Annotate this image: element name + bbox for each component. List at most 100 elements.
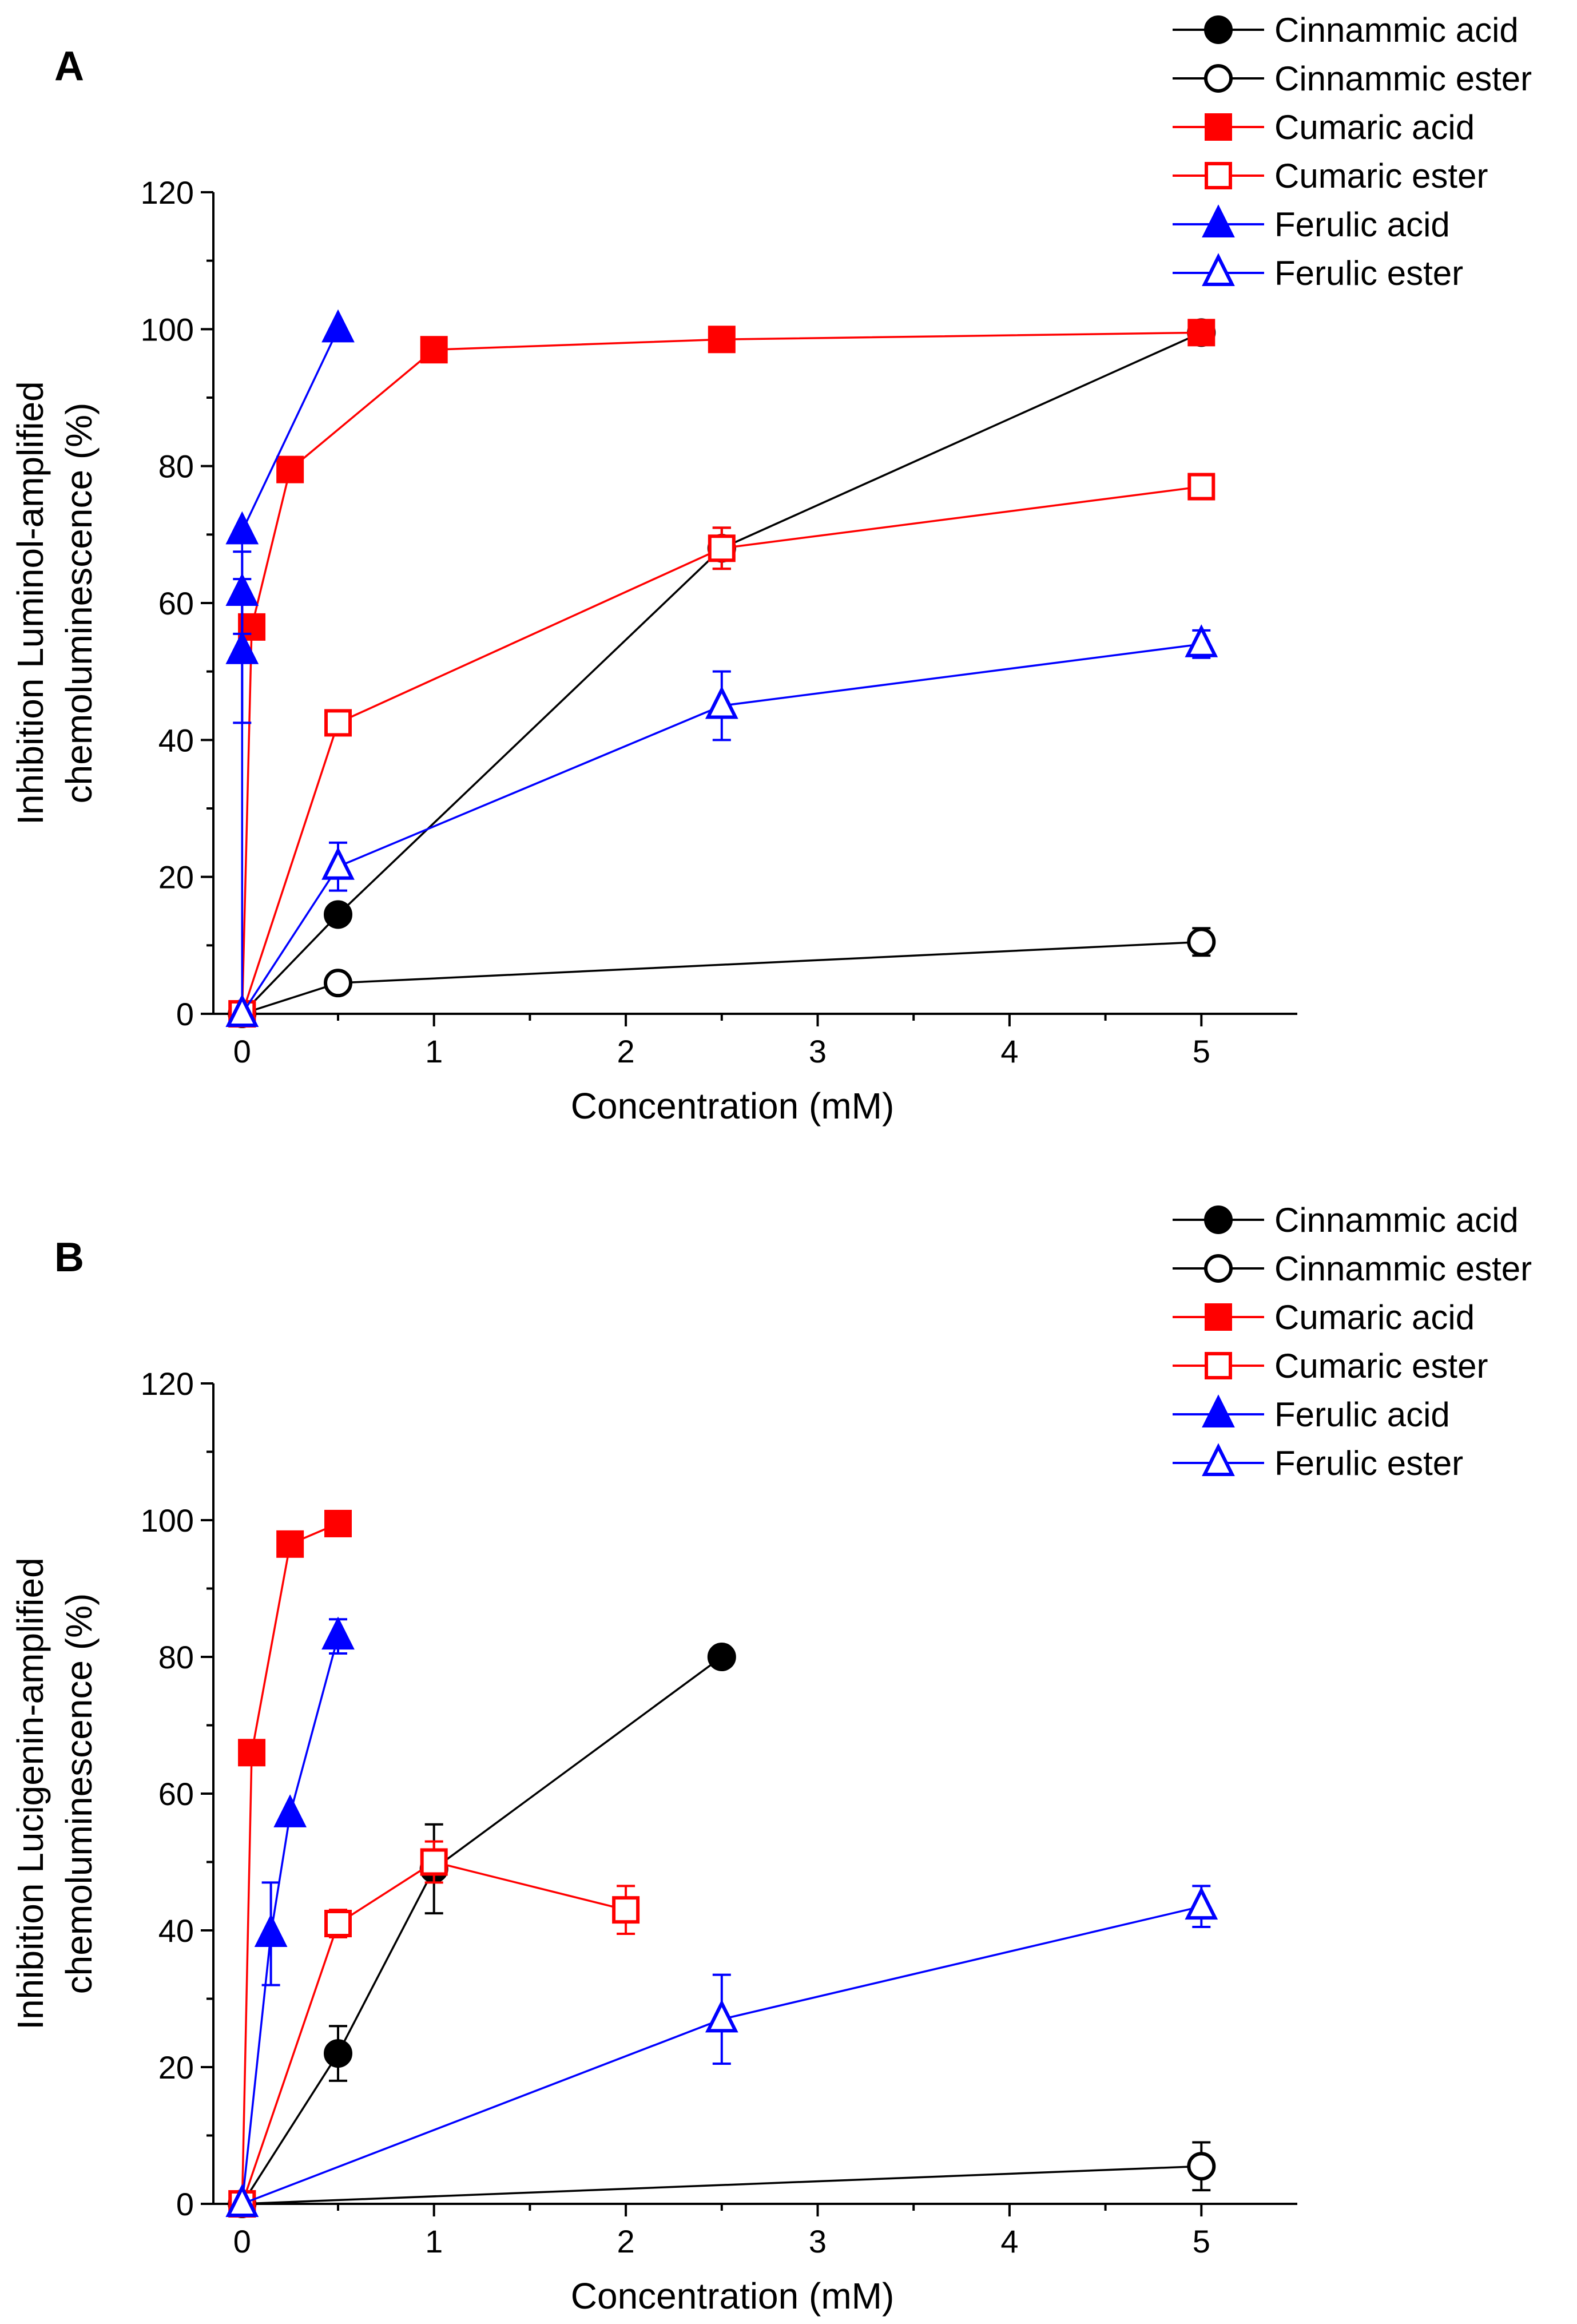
- x-axis-title: Concentration (mM): [571, 2275, 895, 2317]
- series-line: [241, 1656, 722, 2204]
- panel-b: B 0 20 40 60 80 100 120 0 1 2 3 4 5 Concentration (mM)…: [10, 1201, 1532, 2317]
- data-point: [1185, 624, 1218, 657]
- data-point: [225, 511, 259, 545]
- legend-label: Ferulic ester: [1274, 254, 1463, 292]
- data-point: [1185, 1886, 1218, 1920]
- data-point: [238, 613, 266, 641]
- data-point: [708, 326, 736, 354]
- data-point: [276, 1530, 304, 1558]
- x-axis-title: Concentration (mM): [571, 1085, 895, 1127]
- series-cinnammic-acid: [228, 1643, 736, 2218]
- data-point: [708, 534, 736, 562]
- data-point: [420, 336, 448, 364]
- data-point: [1187, 927, 1216, 957]
- y-tick-label: 0: [176, 2186, 194, 2222]
- x-tick-label: 2: [617, 2223, 635, 2259]
- data-point: [324, 900, 353, 929]
- data-point: [324, 1509, 352, 1537]
- series-line: [242, 2165, 1202, 2205]
- series-ferulic-ester: [225, 1885, 1218, 2217]
- data-point: [705, 1999, 738, 2033]
- data-point: [225, 631, 259, 664]
- y-axis-title-line: chemoluminescence (%): [58, 403, 100, 804]
- data-point: [238, 1739, 266, 1767]
- x-tick-label: 4: [1000, 2223, 1018, 2259]
- legend-label: Cumaric acid: [1274, 108, 1475, 146]
- legend-label: Cumaric acid: [1274, 1298, 1475, 1337]
- x-tick-label: 0: [233, 1033, 251, 1069]
- series-cumaric-acid: [228, 1509, 352, 2218]
- x-tick-label: 1: [425, 1033, 443, 1069]
- x-tick-label: 0: [233, 2223, 251, 2259]
- data-point: [276, 455, 304, 483]
- series-line: [241, 331, 1202, 1014]
- legend-label: Cumaric ester: [1274, 157, 1488, 195]
- y-axis-title-line: Inhibition Luminol-amplified: [10, 381, 51, 825]
- legend-marker: [1204, 64, 1233, 93]
- series-cumaric-acid: [228, 319, 1215, 1028]
- data-point: [612, 1896, 640, 1924]
- series-line: [241, 485, 1202, 1014]
- legend-marker: [1202, 204, 1235, 237]
- data-point: [1187, 319, 1215, 347]
- x-tick-label: 2: [617, 1033, 635, 1069]
- legend-label: Cinnammic acid: [1274, 1201, 1519, 1239]
- y-tick-label: 40: [158, 722, 194, 758]
- x-tick-label: 1: [425, 2223, 443, 2259]
- y-tick-label: 20: [158, 859, 194, 895]
- legend-marker: [1204, 15, 1233, 44]
- legend-label: Cumaric ester: [1274, 1347, 1488, 1385]
- data-point: [321, 847, 355, 880]
- panel-label: B: [54, 1235, 84, 1280]
- legend-marker: [1202, 253, 1235, 286]
- legend-marker: [1202, 1443, 1235, 1476]
- y-tick-label: 60: [158, 585, 194, 621]
- legend: Cinnammic acid Cinnammic ester Cumaric aci…: [1173, 1201, 1532, 1482]
- data-point: [321, 1616, 355, 1650]
- y-tick-label: 60: [158, 1776, 194, 1812]
- legend-marker: [1205, 162, 1232, 189]
- data-point: [273, 1794, 307, 1827]
- legend-label: Cinnammic ester: [1274, 60, 1532, 98]
- legend-marker: [1205, 113, 1232, 141]
- legend: Cinnammic acid Cinnammic ester Cumaric aci…: [1173, 11, 1532, 292]
- data-point: [324, 709, 352, 737]
- y-tick-label: 120: [141, 175, 194, 211]
- data-point: [321, 309, 355, 343]
- series-line: [241, 1636, 339, 2204]
- y-tick-label: 80: [158, 449, 194, 485]
- series-line: [241, 1522, 339, 2204]
- series-cumaric-ester: [228, 473, 1215, 1028]
- data-point: [225, 994, 259, 1027]
- legend-marker: [1205, 1303, 1232, 1331]
- y-tick-label: 120: [141, 1366, 194, 1402]
- legend-label: Ferulic ester: [1274, 1444, 1463, 1482]
- data-point: [324, 1910, 352, 1938]
- y-tick-label: 0: [176, 996, 194, 1032]
- series-line: [241, 941, 1202, 1015]
- legend-label: Cinnammic acid: [1274, 11, 1519, 49]
- legend-label: Ferulic acid: [1274, 1395, 1450, 1434]
- y-tick-label: 40: [158, 1913, 194, 1949]
- legend-marker: [1204, 1205, 1233, 1234]
- data-point: [1187, 2152, 1216, 2181]
- x-tick-label: 3: [809, 2223, 827, 2259]
- series-line: [241, 643, 1202, 1014]
- legend-label: Cinnammic ester: [1274, 1250, 1532, 1288]
- legend-marker: [1202, 1394, 1235, 1427]
- y-tick-label: 100: [141, 1502, 194, 1538]
- series-cinnammic-ester: [228, 927, 1216, 1028]
- data-point: [707, 1643, 736, 1671]
- y-axis-title-line: chemoluminescence (%): [58, 1593, 100, 1994]
- data-point: [324, 969, 353, 998]
- data-point: [705, 685, 738, 719]
- x-tick-label: 5: [1193, 1033, 1210, 1069]
- series-line: [241, 328, 339, 1014]
- data-point: [225, 2184, 259, 2217]
- data-point: [225, 573, 259, 606]
- x-tick-label: 4: [1000, 1033, 1018, 1069]
- x-tick-label: 3: [809, 1033, 827, 1069]
- y-tick-label: 80: [158, 1639, 194, 1675]
- series-line: [241, 1861, 626, 2204]
